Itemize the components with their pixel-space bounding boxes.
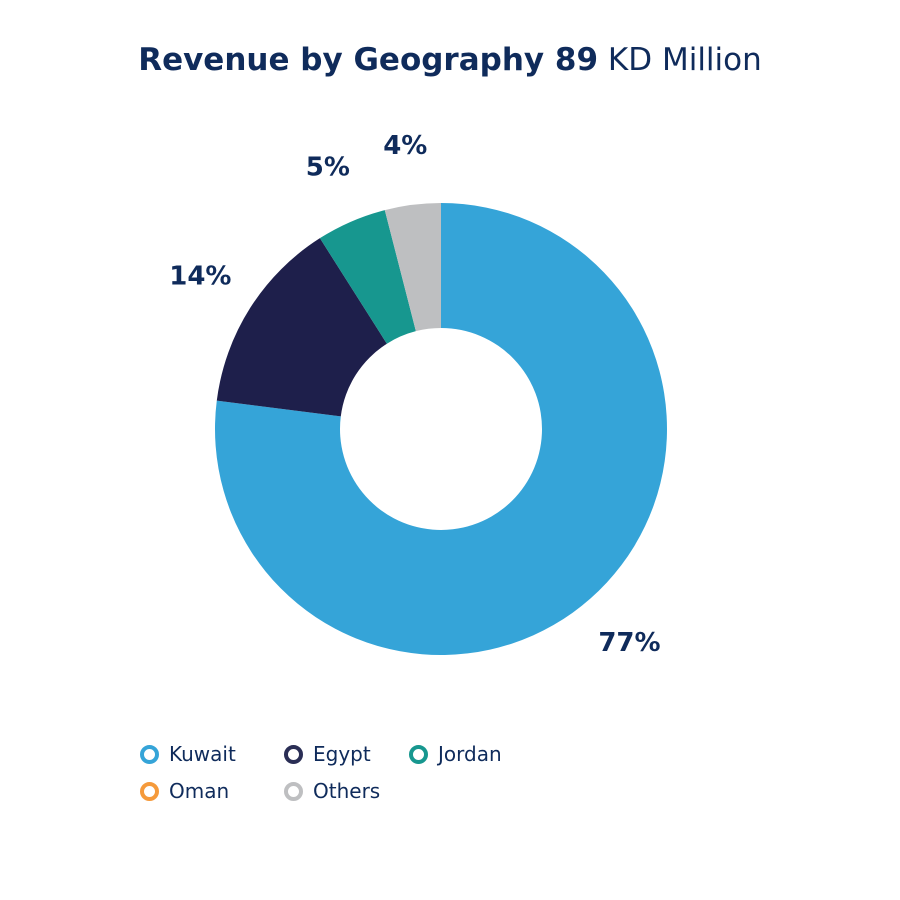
slice-kuwait[interactable] <box>215 203 668 655</box>
legend-item-others[interactable]: Others <box>284 779 409 803</box>
slice-label-kuwait: 77% <box>598 628 660 658</box>
slice-labels: 77% 14% 5% 4% <box>169 131 660 658</box>
slice-label-jordan: 5% <box>306 152 350 182</box>
chart-title: Revenue by Geography 89 KD Million <box>0 42 900 78</box>
legend-label: Others <box>313 779 381 803</box>
legend-label: Jordan <box>438 742 502 766</box>
legend-marker-icon <box>140 781 159 801</box>
slice-label-egypt: 14% <box>169 261 231 291</box>
legend-marker-icon <box>284 744 303 764</box>
slice-label-others: 4% <box>383 131 427 161</box>
slice-others[interactable] <box>384 203 441 332</box>
legend-item-kuwait[interactable]: Kuwait <box>140 742 284 766</box>
legend-item-jordan[interactable]: Jordan <box>409 742 529 766</box>
legend-label: Egypt <box>313 742 371 766</box>
slice-egypt[interactable] <box>216 238 387 417</box>
slice-jordan[interactable] <box>319 210 416 344</box>
legend-item-oman[interactable]: Oman <box>140 779 284 803</box>
legend-label: Kuwait <box>169 742 236 766</box>
legend-item-egypt[interactable]: Egypt <box>284 742 409 766</box>
legend-label: Oman <box>169 779 230 803</box>
legend-marker-icon <box>284 781 303 801</box>
chart-title-main: Revenue by Geography 89 <box>138 42 599 78</box>
legend: Kuwait Egypt Jordan Oman Others <box>140 742 529 803</box>
donut-slices <box>215 203 668 655</box>
legend-marker-icon <box>409 744 428 764</box>
legend-marker-icon <box>140 744 159 764</box>
chart-title-unit: KD Million <box>607 42 762 78</box>
